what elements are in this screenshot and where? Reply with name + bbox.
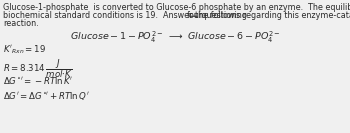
Text: reaction.: reaction. <box>3 19 38 28</box>
Text: $\mathit{Glucose} - 1 - \mathit{PO}_4^{2-}\ \longrightarrow\ \mathit{Glucose} - : $\mathit{Glucose} - 1 - \mathit{PO}_4^{2… <box>70 30 280 45</box>
Text: $R = 8.314\,\dfrac{J}{mol{\cdot}K}$: $R = 8.314\,\dfrac{J}{mol{\cdot}K}$ <box>3 57 73 80</box>
Text: $\Delta G^{\circ\prime} = -RT\ln K^{\prime}$: $\Delta G^{\circ\prime} = -RT\ln K^{\pri… <box>3 75 74 86</box>
Text: $\Delta G^{\prime} = \Delta G^{\circ\prime} + RT\ln Q^{\prime}$: $\Delta G^{\prime} = \Delta G^{\circ\pri… <box>3 90 90 102</box>
Text: $K'_{Rxn} = 19$: $K'_{Rxn} = 19$ <box>3 44 46 57</box>
Text: four: four <box>187 11 203 20</box>
Text: Glucose-1-phosphate  is converted to Glucose-6 phosphate by an enzyme.  The equi: Glucose-1-phosphate is converted to Gluc… <box>3 3 350 12</box>
Text: questions regarding this enzyme-catalyzed: questions regarding this enzyme-catalyze… <box>199 11 350 20</box>
Text: biochemical standard conditions is 19.  Answer the following: biochemical standard conditions is 19. A… <box>3 11 249 20</box>
